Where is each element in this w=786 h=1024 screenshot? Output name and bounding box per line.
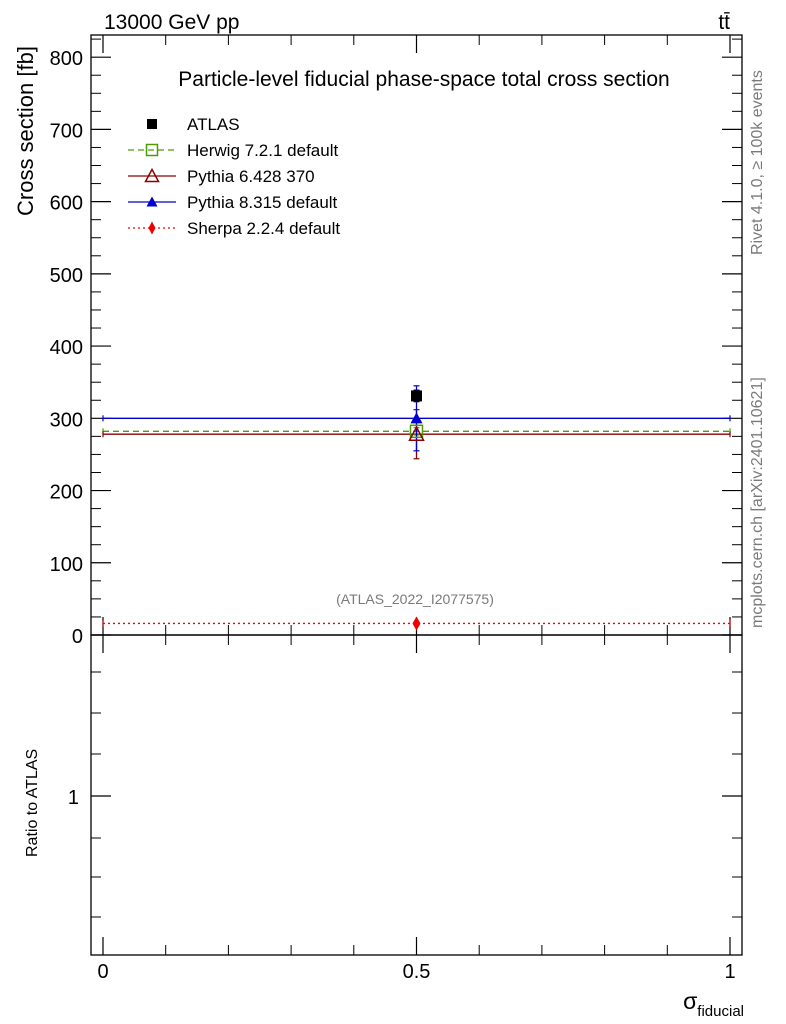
analysis-tag: (ATLAS_2022_I2077575) — [336, 591, 494, 607]
marker-atlas — [411, 390, 422, 402]
ratio-y-axis-label: Ratio to ATLAS — [24, 749, 41, 857]
ratio-y-axis: 1 — [68, 671, 742, 918]
legend-label-pythia-8-315-default: Pythia 8.315 default — [187, 193, 338, 212]
legend-label-sherpa-2-2-4-default: Sherpa 2.2.4 default — [187, 219, 340, 238]
marker-pythia-6-428-370 — [144, 167, 160, 183]
marker-herwig-7-2-1-default — [409, 424, 424, 439]
y-tick-label: 700 — [50, 120, 83, 142]
ratio-tick-label: 1 — [68, 787, 79, 809]
process-label: tt̄ — [718, 11, 730, 34]
legend-label-pythia-6-428-370: Pythia 6.428 370 — [187, 167, 315, 186]
y-tick-label: 500 — [50, 265, 83, 287]
legend: ATLAS Herwig 7.2.1 default Pythia 6.428 37… — [128, 115, 340, 238]
marker-herwig-7-2-1-default — [145, 143, 159, 157]
ratio-panel-frame — [90, 634, 743, 956]
marker-pythia-8-315-default — [146, 196, 158, 207]
legend-label-herwig-7-2-1-default: Herwig 7.2.1 default — [187, 141, 338, 160]
marker-atlas — [147, 119, 157, 129]
legend-label-atlas: ATLAS — [187, 115, 240, 134]
y-tick-label: 100 — [50, 554, 83, 576]
mcplots-label: mcplots.cern.ch [arXiv:2401.10621] — [749, 377, 766, 628]
x-tick-label: 0 — [97, 961, 108, 983]
chart-title: Particle-level fiducial phase-space tota… — [178, 68, 669, 91]
beam-label: 13000 GeV pp — [104, 11, 239, 34]
y-tick-label: 200 — [50, 482, 83, 504]
rivet-label: Rivet 4.1.0, ≥ 100k events — [749, 70, 766, 255]
y-axis-label: Cross section [fb] — [13, 46, 38, 216]
y-tick-label: 600 — [50, 193, 83, 215]
marker-sherpa-2-2-4-default — [148, 221, 156, 235]
main-y-axis: 0 100 200 300 400 500 600 700 800 — [50, 38, 742, 648]
x-axis: 0 0.5 1 — [97, 35, 736, 983]
marker-pythia-8-315-default — [410, 412, 423, 424]
y-tick-label: 300 — [50, 409, 83, 431]
x-tick-label: 0.5 — [403, 961, 431, 983]
marker-sherpa-2-2-4-default — [412, 616, 421, 631]
series-markers — [408, 390, 425, 631]
y-tick-label: 400 — [50, 337, 83, 359]
y-tick-label: 800 — [50, 48, 83, 70]
x-axis-label: σfiducial — [683, 988, 744, 1020]
y-tick-label: 0 — [72, 626, 83, 648]
marker-pythia-6-428-370 — [408, 425, 425, 441]
x-tick-label: 1 — [724, 961, 735, 983]
